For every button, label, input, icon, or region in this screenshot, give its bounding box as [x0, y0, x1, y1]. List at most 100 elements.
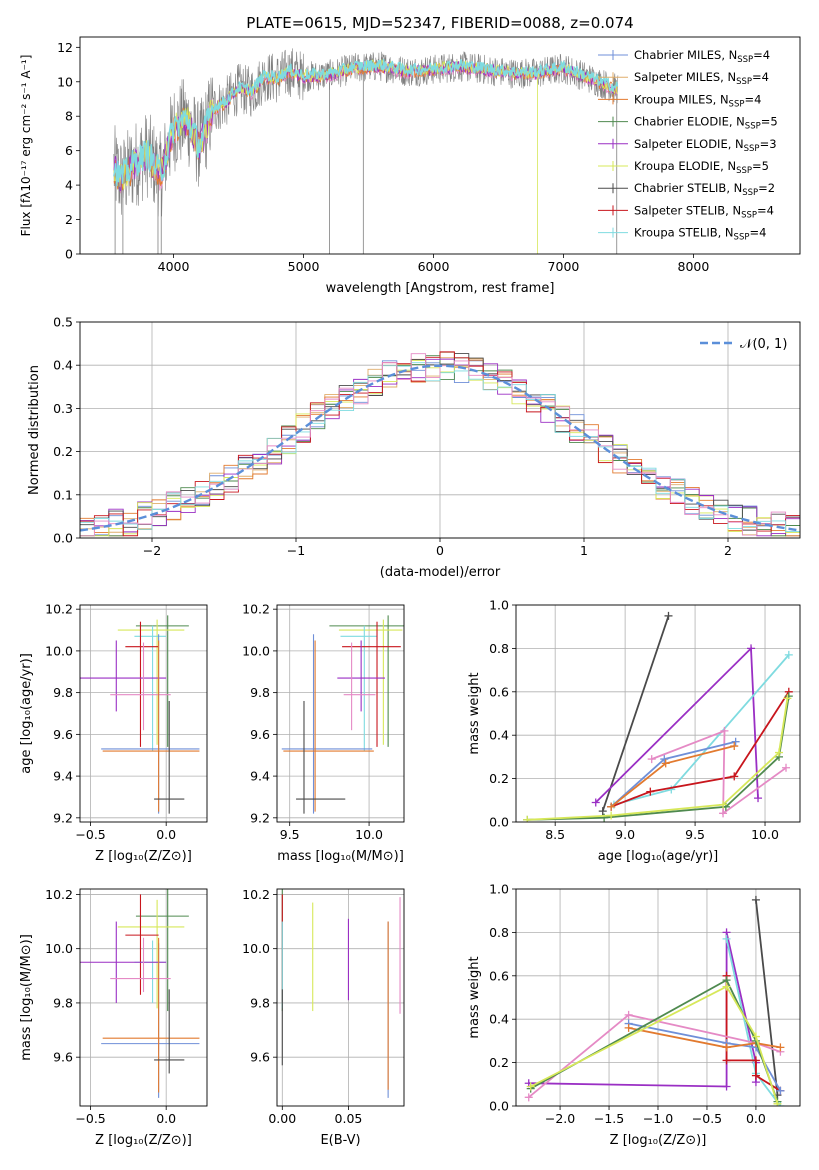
massweight-vs-Z-axes: −2.0 −1.5 −1.0 −0.5 0.0 0.0 0.2 0.4 0.6 0.8 1.0 Z [… — [467, 882, 801, 1148]
mass-vs-EBV-xlabel: E(B-V) — [320, 1133, 360, 1148]
massweight-point — [607, 811, 616, 820]
legend-label: Chabrier ELODIE, N — [634, 115, 745, 129]
figure-title: PLATE=0615, MJD=52347, FIBERID=0088, z=0… — [246, 14, 633, 32]
massweight-vs-Z-xlabel: Z [log₁₀(Z/Z⊙)] — [610, 1133, 707, 1148]
plot-area: 4000 5000 6000 7000 8000024681012wavelength … — [19, 36, 801, 1148]
legend-tail: =4 — [752, 70, 769, 84]
mass-vs-Z-xtick-label: 0.0 — [156, 1111, 176, 1126]
age-vs-Z-ylabel: age [log₁₀(age/yr)] — [19, 653, 34, 774]
age-vs-Z-ytick-label: 10.0 — [45, 643, 73, 658]
massweight-point — [773, 1099, 782, 1106]
massweight-point — [730, 742, 739, 751]
legend-label: Chabrier MILES, N — [634, 48, 737, 62]
model-spectrum-line — [113, 58, 618, 190]
legend-label: Chabrier STELIB, N — [634, 181, 742, 195]
massweight-vs-age-ytick-label: 1.0 — [489, 598, 509, 613]
massweight-point — [751, 1071, 760, 1080]
age-vs-mass-ytick-label: 9.4 — [250, 769, 270, 784]
mass-vs-EBV-ytick-label: 9.8 — [250, 995, 270, 1010]
spectrum-ytick-label: 8 — [65, 109, 73, 124]
spectrum-ytick-label: 4 — [65, 178, 73, 193]
massweight-point — [598, 807, 607, 816]
spectrum-ytick-label: 6 — [65, 143, 73, 158]
mass-vs-Z-ylabel: mass [log₁₀(M/M⊙)] — [19, 934, 34, 1061]
spectrum-xlabel: wavelength [Angstrom, rest frame] — [326, 281, 555, 296]
massweight-point — [667, 785, 676, 794]
massweight-point — [775, 748, 784, 757]
mass-vs-Z-xlabel: Z [log₁₀(Z/Z⊙)] — [95, 1133, 192, 1148]
massweight-line — [628, 1027, 781, 1049]
massweight-vs-Z-ylabel: mass weight — [467, 956, 482, 1038]
residuals-ytick-label: 0.4 — [53, 358, 73, 373]
massweight-point — [719, 800, 728, 809]
massweight-point — [722, 1056, 731, 1065]
legend-label: Kroupa ELODIE, N — [634, 159, 736, 173]
massweight-point — [754, 794, 763, 803]
massweight-point — [783, 694, 792, 703]
massweight-point — [722, 982, 731, 991]
legend-subscript: SSP — [736, 77, 752, 87]
spectrum-ytick-label: 12 — [57, 40, 73, 55]
massweight-vs-Z-xtick-label: −1.5 — [594, 1111, 624, 1126]
legend-tail: =4 — [753, 48, 770, 62]
massweight-vs-age-xtick-label: 8.5 — [545, 827, 565, 842]
massweight-vs-Z-ytick-label: 0.4 — [489, 1012, 509, 1027]
massweight-point — [730, 772, 739, 781]
massweight-vs-age-ytick-label: 0.2 — [489, 771, 509, 786]
legend-label: Salpeter ELODIE, N — [634, 137, 744, 151]
legend-subscript: SSP — [744, 144, 760, 154]
massweight-vs-Z-ytick-label: 1.0 — [489, 882, 509, 897]
massweight-point — [660, 755, 669, 764]
massweight-point — [624, 1023, 633, 1032]
spectrum-ytick-label: 2 — [65, 212, 73, 227]
age-vs-mass-axes: 9.5 10.0 9.2 9.4 9.6 9.8 10.0 10.2 mass [log₁₀(M… — [242, 602, 405, 864]
massweight-line — [755, 899, 779, 1096]
spectrum-xtick-label: 4000 — [158, 259, 190, 274]
massweight-line — [651, 729, 787, 816]
age-vs-Z-axes: −0.5 0.0 9.2 9.4 9.6 9.8 10.0 10.2 Z [log₁₀(Z/Z⊙… — [19, 602, 208, 864]
legend-entry: Chabrier MILES, NSSP=4 — [634, 48, 770, 65]
legend-subscript: SSP — [729, 99, 745, 109]
massweight-point — [664, 611, 673, 620]
age-vs-mass-marks — [281, 615, 404, 814]
residuals-xlabel: (data-model)/error — [380, 565, 501, 580]
massweight-point — [782, 763, 791, 772]
massweight-vs-age-frame — [515, 604, 801, 823]
spectrum-xtick-label: 7000 — [548, 259, 580, 274]
age-vs-mass-ytick-label: 10.2 — [242, 602, 270, 617]
legend-entry: Salpeter ELODIE, NSSP=3 — [634, 137, 777, 154]
massweight-point — [722, 934, 731, 943]
massweight-vs-age-ytick-label: 0.8 — [489, 641, 509, 656]
massweight-point — [647, 755, 656, 764]
spectrum-xtick-label: 6000 — [418, 259, 450, 274]
massweight-point — [731, 737, 740, 746]
age-vs-Z-ytick-label: 9.6 — [53, 727, 73, 742]
massweight-vs-Z-xtick-label: −1.0 — [643, 1111, 673, 1126]
massweight-line — [601, 615, 670, 812]
massweight-vs-Z-frame — [515, 888, 801, 1107]
residuals-ytick-label: 0.5 — [53, 315, 73, 330]
legend-label: Salpeter MILES, N — [634, 70, 736, 84]
legend-subscript: SSP — [736, 166, 752, 176]
massweight-point — [591, 798, 600, 807]
mass-vs-Z-frame — [79, 888, 208, 1107]
age-vs-mass-xtick-label: 10.0 — [355, 827, 383, 842]
legend-tail: =4 — [744, 92, 761, 106]
massweight-vs-age-marks — [523, 611, 793, 822]
spectrum-ytick-label: 10 — [57, 74, 73, 89]
mass-vs-Z-xtick-label: −0.5 — [75, 1111, 105, 1126]
legend-entry: Salpeter MILES, NSSP=4 — [634, 70, 769, 87]
massweight-vs-age-ytick-label: 0.6 — [489, 684, 509, 699]
mass-vs-Z-marks — [80, 889, 200, 1098]
massweight-point — [624, 1010, 633, 1019]
residuals-ytick-label: 0.2 — [53, 444, 73, 459]
massweight-vs-Z-ytick-label: 0.0 — [489, 1099, 509, 1114]
legend-tail: =4 — [757, 203, 774, 217]
mass-vs-EBV-frame — [276, 888, 405, 1107]
spectrum-frame — [79, 36, 801, 255]
massweight-point — [776, 1043, 785, 1052]
massweight-point — [751, 895, 760, 904]
residual-legend: 𝒩(0, 1) — [700, 337, 787, 352]
residuals-frame — [79, 321, 801, 539]
